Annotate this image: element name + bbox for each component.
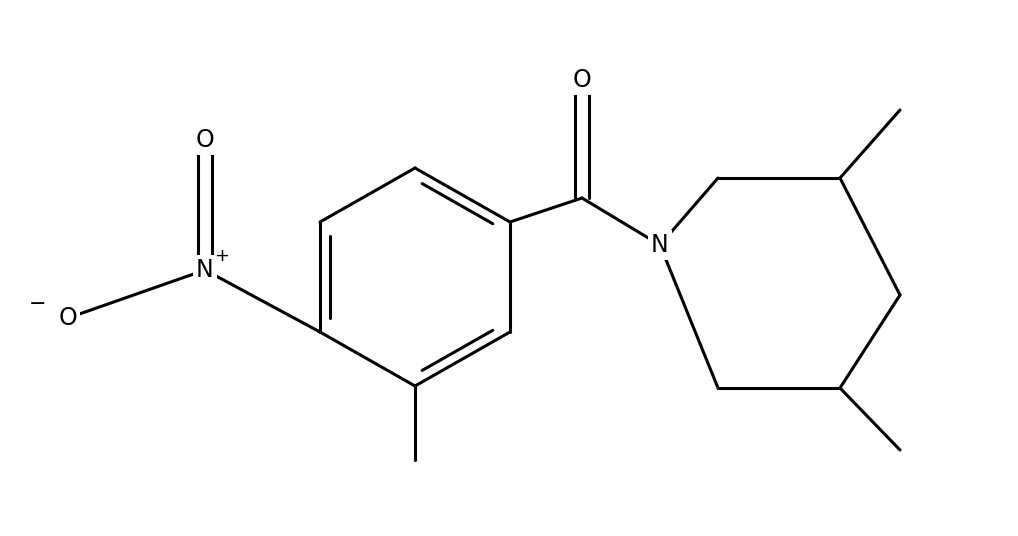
Text: +: + xyxy=(215,247,229,265)
Text: O: O xyxy=(195,128,215,152)
Text: O: O xyxy=(59,306,77,330)
Text: −: − xyxy=(30,294,47,314)
Text: N: N xyxy=(196,258,214,282)
Text: N: N xyxy=(652,233,669,257)
Text: O: O xyxy=(572,68,591,92)
